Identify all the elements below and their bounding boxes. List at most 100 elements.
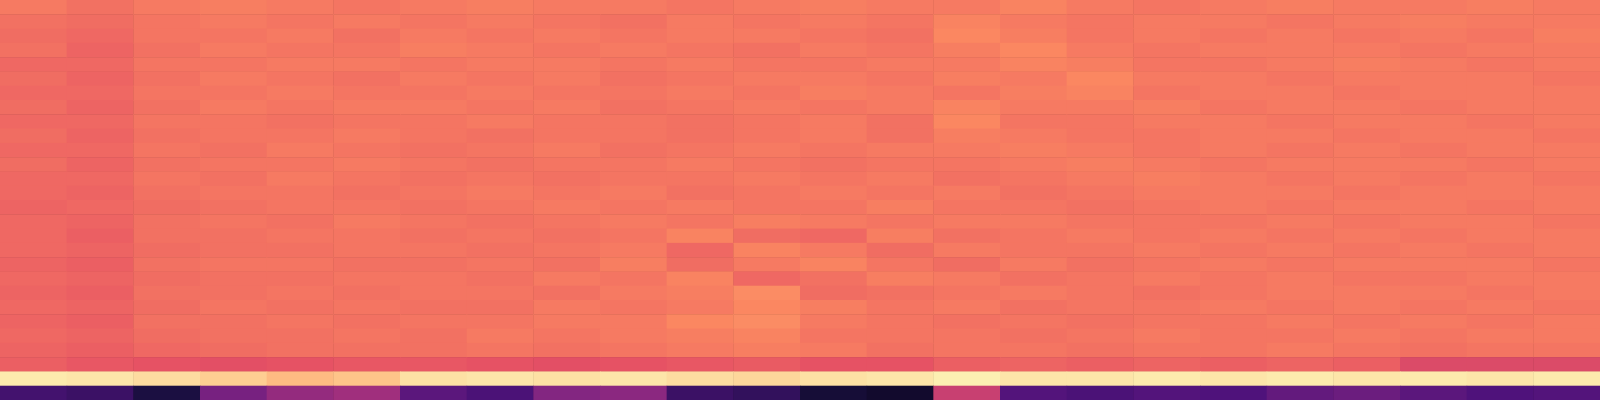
cell [1467,186,1534,201]
cell [1067,329,1134,344]
cell [1533,171,1600,186]
cell [333,386,400,400]
cell [1000,0,1067,15]
cell [467,343,534,358]
cell [1067,114,1134,129]
cell [867,57,934,72]
cell [267,286,334,301]
cell [933,129,1000,144]
cell [1200,243,1267,258]
cell [1533,143,1600,158]
cell [400,300,467,315]
cell [867,71,934,86]
cell [267,14,334,29]
cell [733,257,800,272]
cell [1467,200,1534,215]
cell [1333,171,1400,186]
cell [267,0,334,15]
cell [800,343,867,358]
cell [133,257,200,272]
cell [867,29,934,44]
cell [1467,171,1534,186]
cell [667,157,734,172]
cell [1333,57,1400,72]
cell [1200,114,1267,129]
cell [400,200,467,215]
cell [133,43,200,58]
cell [1000,243,1067,258]
cell [1133,329,1200,344]
cell [400,29,467,44]
cell [1000,357,1067,372]
cell [333,86,400,101]
cell [1000,271,1067,286]
cell [400,57,467,72]
cell [1533,100,1600,115]
cell [467,200,534,215]
cell [1267,71,1334,86]
cell [67,329,134,344]
cell [1067,343,1134,358]
cell [1533,200,1600,215]
cell [600,186,667,201]
cell [467,214,534,229]
cell [267,71,334,86]
cell [467,171,534,186]
cell [467,186,534,201]
cell [0,329,67,344]
cell [1200,43,1267,58]
cell [1533,257,1600,272]
cell [1200,371,1267,386]
cell [333,0,400,15]
cell [67,314,134,329]
cell [533,43,600,58]
cell [533,243,600,258]
cell [333,300,400,315]
cell [933,114,1000,129]
cell [333,100,400,115]
cell [533,29,600,44]
cell [467,300,534,315]
cell [1067,86,1134,101]
cell [1533,43,1600,58]
cell [1133,86,1200,101]
cell [1333,200,1400,215]
cell [600,86,667,101]
cell [1467,214,1534,229]
cell [733,143,800,158]
cell [1533,229,1600,244]
cell [267,257,334,272]
cell [67,57,134,72]
cell [1333,300,1400,315]
cell [1000,57,1067,72]
cell [267,371,334,386]
cell [133,386,200,400]
cell [333,43,400,58]
cell [1400,286,1467,301]
cell [267,357,334,372]
cell [333,357,400,372]
cell [67,186,134,201]
cell [800,0,867,15]
cell [133,129,200,144]
cell [467,114,534,129]
cell [400,186,467,201]
cell [1333,71,1400,86]
cell [1333,386,1400,400]
cell [600,386,667,400]
cell [533,229,600,244]
cell [800,86,867,101]
cell [1333,186,1400,201]
cell [333,200,400,215]
cell [67,43,134,58]
cell [1133,371,1200,386]
cell [1400,314,1467,329]
cell [533,186,600,201]
cell [133,329,200,344]
cell [1000,200,1067,215]
cell [400,214,467,229]
cell [133,200,200,215]
cell [400,100,467,115]
cell [1133,229,1200,244]
cell [67,114,134,129]
